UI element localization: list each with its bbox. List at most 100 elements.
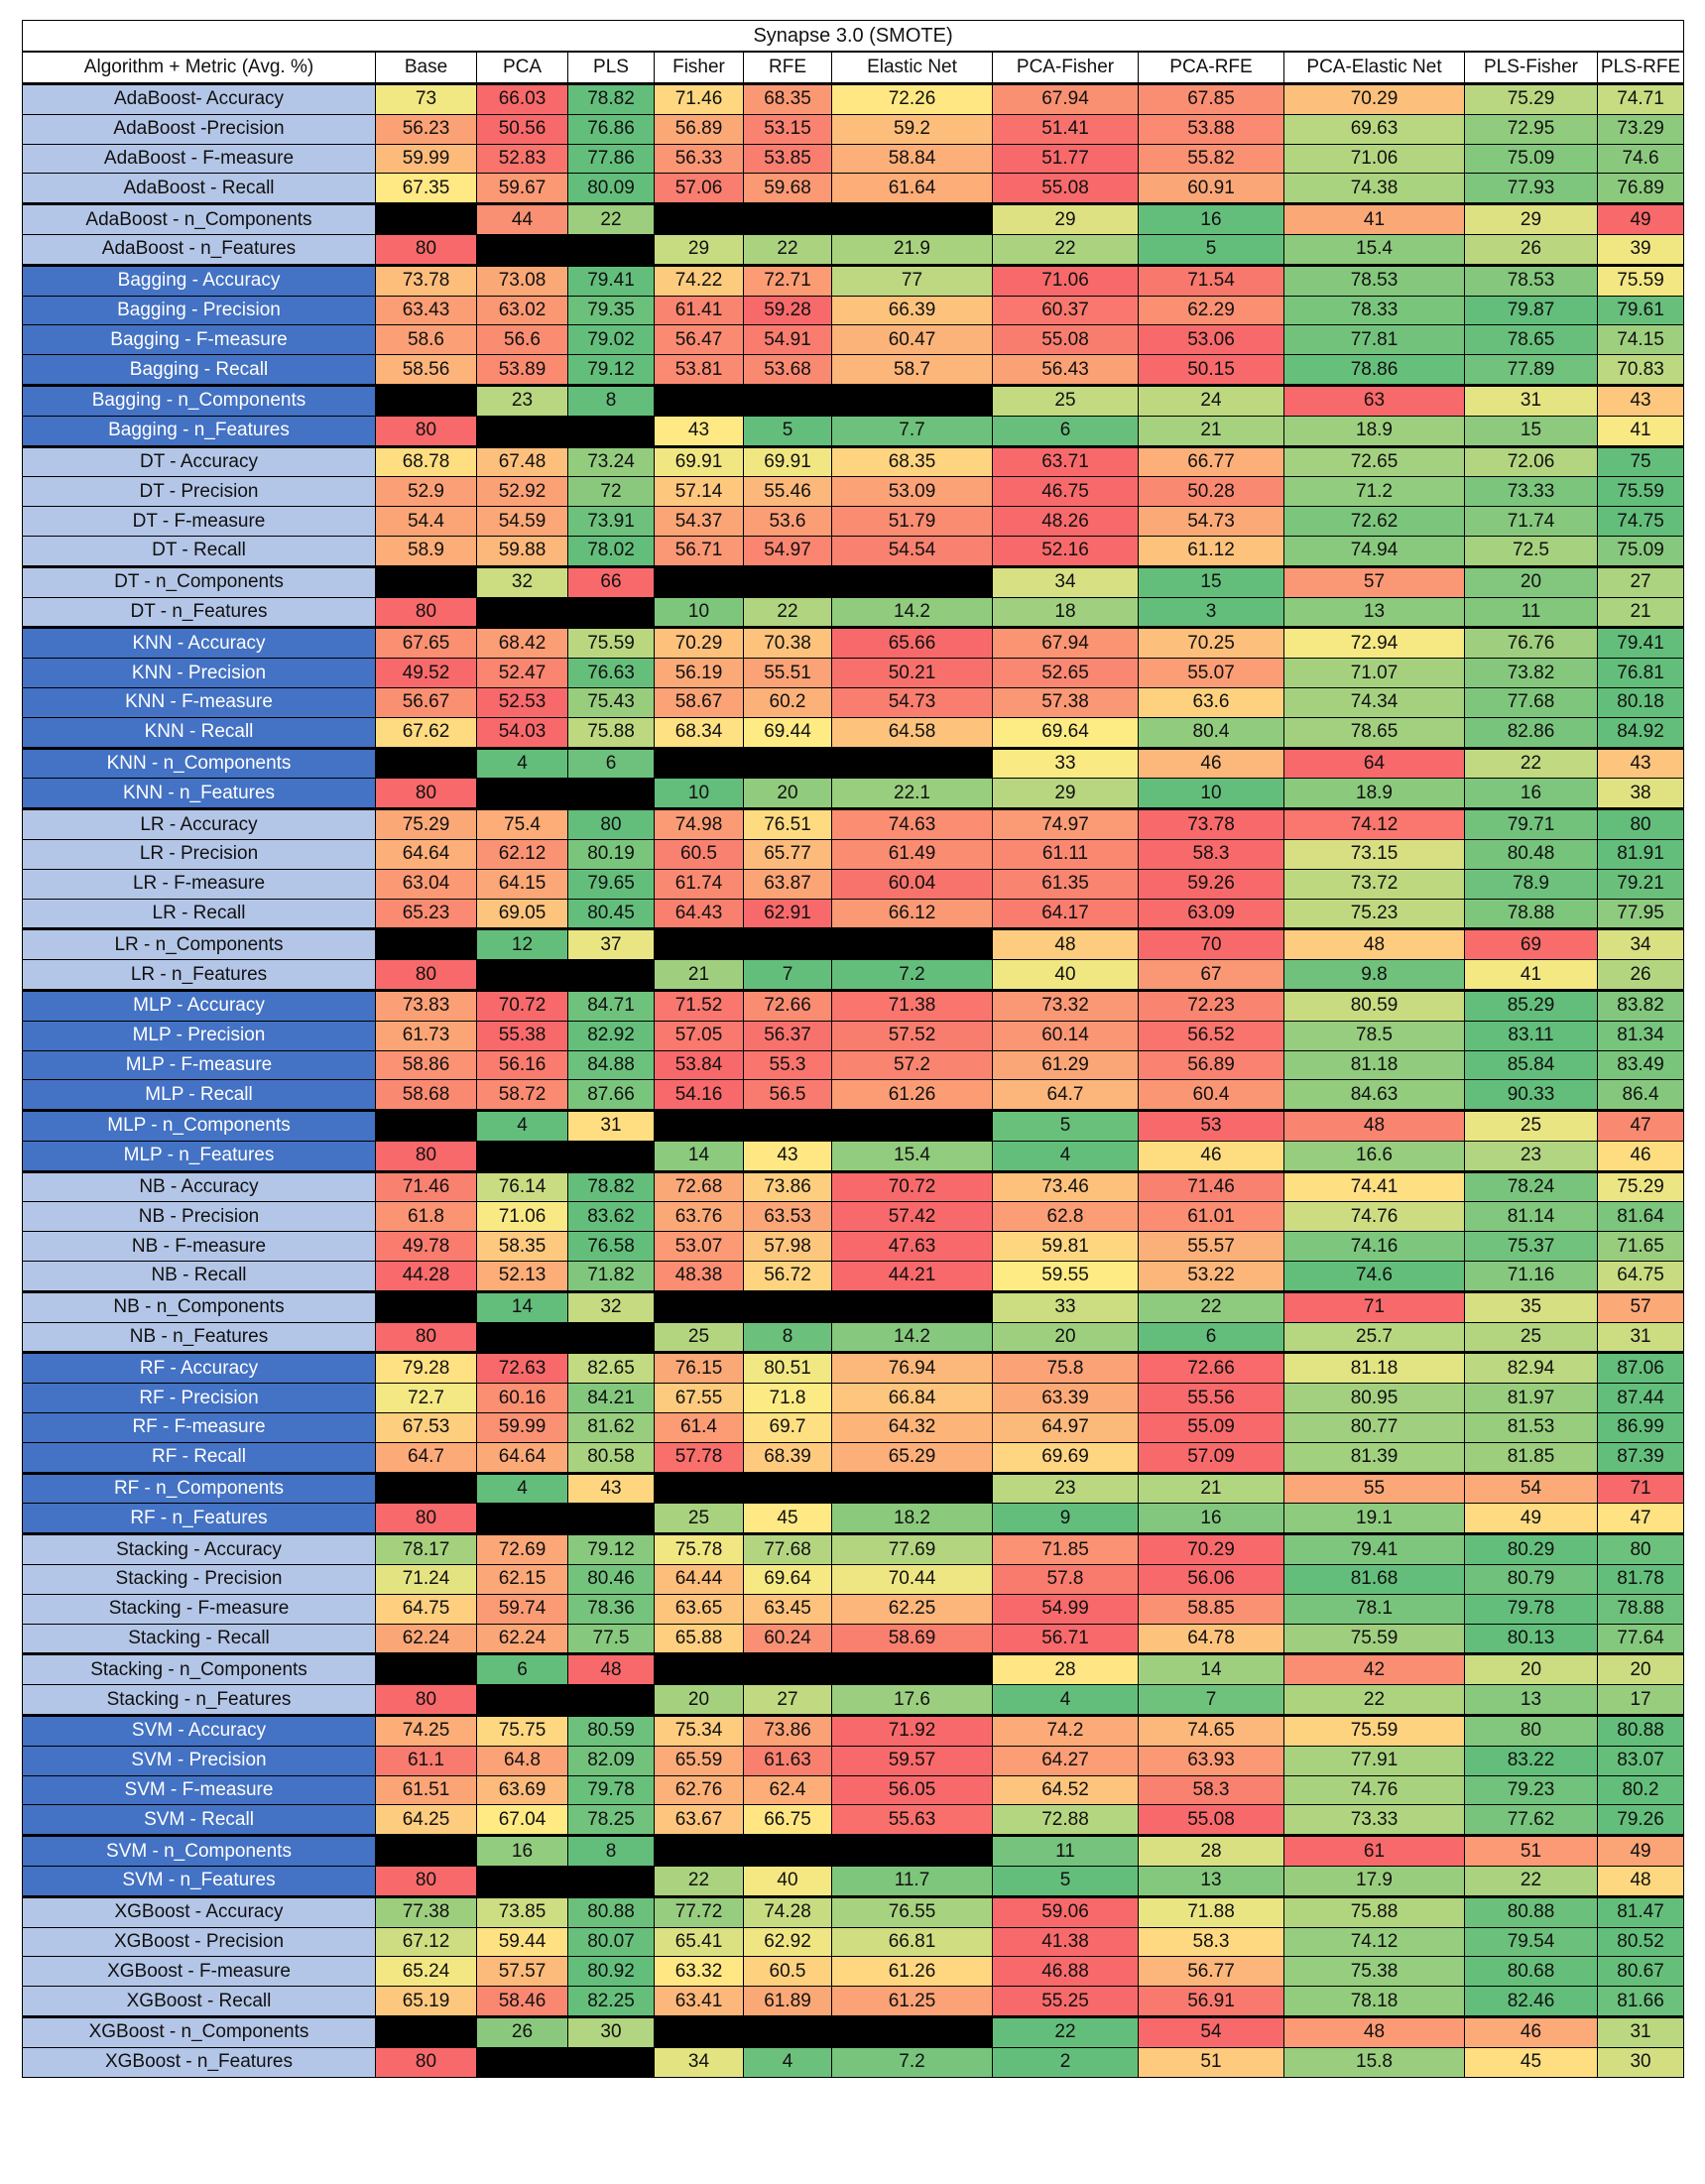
value-cell: 64.8 [476,1745,568,1776]
value-cell: 52.83 [476,143,568,175]
value-cell: 59.68 [743,173,832,205]
value-cell: 80.88 [1464,1894,1598,1928]
value-cell: 67.55 [654,1383,744,1414]
value-cell: 17 [1596,1684,1685,1717]
value-cell: 66.39 [831,295,993,326]
value-cell: 39 [1596,233,1685,266]
value-cell: 20 [1464,564,1598,598]
value-cell: 41 [1596,415,1685,447]
value-cell: 75.88 [567,716,655,749]
value-cell: 74.28 [743,1894,832,1928]
value-cell: 46.88 [992,1956,1139,1988]
value-cell: 60.14 [992,1020,1139,1051]
value-cell: 35 [1464,1289,1598,1323]
value-cell: 34 [992,564,1139,598]
value-cell: 56.71 [992,1623,1139,1655]
value-cell: 75.78 [654,1532,744,1566]
value-cell: 52.9 [375,476,477,508]
value-cell: 22 [1138,1289,1284,1323]
value-cell: 80.19 [567,838,655,870]
row-label: XGBoost - Recall [22,1986,376,2017]
table-row: DT - n_Components 32 66 34 15 57 20 27 [22,564,1685,598]
value-cell: 16 [1138,202,1284,235]
empty-cell [375,2015,477,2048]
value-cell: 70.72 [831,1169,993,1203]
value-cell: 53.6 [743,506,832,537]
table-row: Stacking - Precision 71.24 62.15 80.46 64.44… [22,1564,1685,1595]
value-cell: 78.9 [1464,868,1598,900]
value-cell: 19.1 [1283,1503,1465,1535]
table-row: SVM - n_Features 80 22 40 11.7 5 13 17.9 22 48 [22,1866,1685,1897]
value-cell: 75.59 [1596,263,1685,297]
value-cell: 63.39 [992,1383,1139,1414]
value-cell: 61.35 [992,868,1139,900]
table-row: Stacking - F-measure 64.75 59.74 78.36 63.65… [22,1593,1685,1625]
value-cell: 55.08 [992,173,1139,205]
row-label: LR - Accuracy [22,807,376,840]
value-cell: 67.53 [375,1412,477,1443]
value-cell: 77.89 [1464,354,1598,386]
value-cell: 56.52 [1138,1020,1284,1051]
value-cell: 80.29 [1464,1532,1598,1566]
value-cell: 79.12 [567,1532,655,1566]
row-label: SVM - n_Components [22,1834,376,1868]
value-cell: 71.46 [375,1169,477,1203]
table-row: LR - Precision 64.64 62.12 80.19 60.5 65.77 61… [22,838,1685,870]
value-cell: 80 [1596,807,1685,840]
value-cell: 73.86 [743,1169,832,1203]
value-cell: 81.78 [1596,1564,1685,1595]
value-cell: 69 [1464,927,1598,961]
row-label: RF - Accuracy [22,1351,376,1385]
table-row: SVM - Accuracy 74.25 75.75 80.59 75.34 73.86 7… [22,1714,1685,1747]
value-cell: 47.63 [831,1231,993,1263]
value-cell: 46 [1596,1140,1685,1172]
value-cell: 11.7 [831,1866,993,1897]
table-row: KNN - Precision 49.52 52.47 76.63 56.19 55.51… [22,658,1685,688]
value-cell: 64.75 [375,1593,477,1625]
value-cell: 71.06 [1283,143,1465,175]
row-label: SVM - n_Features [22,1866,376,1897]
row-label: SVM - Recall [22,1804,376,1837]
value-cell: 53.68 [743,354,832,386]
value-cell: 64.7 [375,1441,477,1474]
value-cell: 30 [1596,2046,1685,2078]
value-cell: 66.84 [831,1383,993,1414]
row-label: NB - n_Features [22,1321,376,1354]
value-cell: 60.04 [831,868,993,900]
value-cell: 72.23 [1138,988,1284,1022]
value-cell: 79.21 [1596,868,1685,900]
value-cell: 72.95 [1464,113,1598,145]
empty-cell [476,1684,568,1717]
row-label: AdaBoost - F-measure [22,143,376,175]
table-row: SVM - n_Components 16 8 11 28 61 51 49 [22,1834,1685,1868]
value-cell: 79.41 [1596,626,1685,660]
value-cell: 81.18 [1283,1049,1465,1081]
value-cell: 70 [1138,927,1284,961]
value-cell: 77.81 [1283,324,1465,356]
value-cell: 80.46 [567,1564,655,1595]
row-label: RF - Recall [22,1441,376,1474]
value-cell: 80.52 [1596,1926,1685,1958]
empty-cell [375,202,477,235]
value-cell: 68.42 [476,626,568,660]
value-cell: 79.65 [567,868,655,900]
value-cell: 54.37 [654,506,744,537]
value-cell: 8 [743,1321,832,1354]
value-cell: 78.02 [567,535,655,567]
value-cell: 72.68 [654,1169,744,1203]
value-cell: 75.09 [1464,143,1598,175]
value-cell: 71 [1283,1289,1465,1323]
value-cell: 59.67 [476,173,568,205]
value-cell: 52.92 [476,476,568,508]
value-cell: 87.39 [1596,1441,1685,1474]
value-cell: 81.85 [1464,1441,1598,1474]
value-cell: 57 [1596,1289,1685,1323]
table-row: MLP - n_Features 80 14 43 15.4 4 46 16.6 23 46 [22,1140,1685,1172]
column-header: Elastic Net [831,51,993,84]
table-row: KNN - Recall 67.62 54.03 75.88 68.34 69.44 64.… [22,716,1685,749]
value-cell: 14.2 [831,1321,993,1354]
value-cell: 9 [992,1503,1139,1535]
row-label: MLP - Precision [22,1020,376,1051]
value-cell: 72.94 [1283,626,1465,660]
value-cell: 44.21 [831,1261,993,1292]
